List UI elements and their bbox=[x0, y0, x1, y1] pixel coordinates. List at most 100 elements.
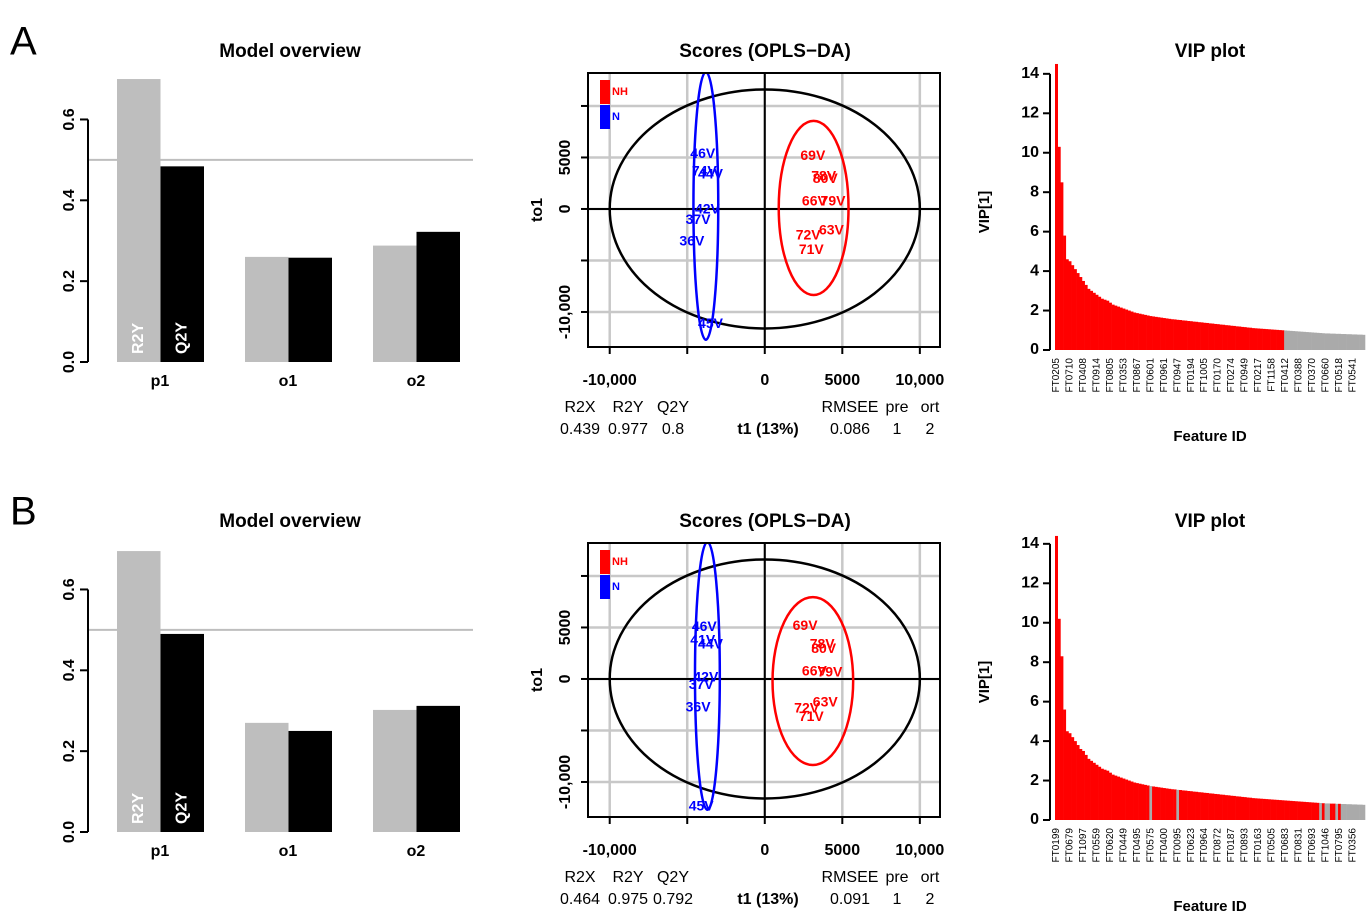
bar bbox=[1181, 790, 1185, 820]
x-tick-label: FT0370 bbox=[1307, 358, 1318, 393]
bar bbox=[1055, 535, 1058, 820]
point-label: 46V bbox=[690, 145, 716, 161]
point-label: 69V bbox=[800, 147, 826, 163]
bar bbox=[1192, 791, 1196, 820]
y-tick-label: 6 bbox=[1030, 223, 1039, 240]
x-axis-title: t1 (13%) bbox=[737, 891, 798, 908]
stat-value: 2 bbox=[926, 421, 935, 438]
legend-swatch bbox=[600, 80, 610, 104]
point-label: 63V bbox=[819, 221, 845, 237]
chart-title: Model overview bbox=[219, 41, 361, 62]
x-tick-label: FT0163 bbox=[1253, 828, 1264, 863]
bar bbox=[1168, 318, 1172, 350]
point-label: 36V bbox=[679, 233, 705, 249]
chart-title: Scores (OPLS−DA) bbox=[679, 41, 851, 62]
x-tick-label: FT0541 bbox=[1348, 358, 1359, 393]
bar bbox=[1170, 319, 1174, 350]
x-tick-label: FT0623 bbox=[1186, 828, 1197, 863]
bar bbox=[1090, 760, 1094, 820]
bar bbox=[1203, 322, 1207, 350]
bar bbox=[1087, 288, 1091, 350]
stat-label: pre bbox=[885, 399, 908, 416]
bar bbox=[117, 551, 161, 832]
bar bbox=[1335, 803, 1339, 820]
bar bbox=[1100, 298, 1104, 350]
bar bbox=[1254, 798, 1258, 820]
bar bbox=[1227, 795, 1231, 820]
bar bbox=[1170, 789, 1174, 820]
bar bbox=[1219, 324, 1223, 350]
bar bbox=[1197, 792, 1201, 820]
bar bbox=[1162, 318, 1166, 350]
bar bbox=[1294, 331, 1298, 350]
ellipse bbox=[608, 88, 922, 330]
bar bbox=[1327, 333, 1331, 350]
bar bbox=[1211, 793, 1215, 820]
bar bbox=[1305, 802, 1309, 820]
bar bbox=[1146, 785, 1150, 820]
bar bbox=[1092, 762, 1096, 820]
x-tick-label: FT0660 bbox=[1321, 358, 1332, 393]
bar bbox=[1235, 326, 1239, 350]
bar bbox=[1278, 800, 1282, 820]
point-label: 45V bbox=[698, 315, 724, 331]
bar bbox=[1141, 784, 1145, 820]
bar bbox=[245, 722, 289, 832]
bar bbox=[1127, 310, 1131, 350]
ellipse bbox=[777, 119, 850, 297]
bar bbox=[1340, 804, 1344, 820]
y-tick-label: 0.2 bbox=[61, 270, 78, 292]
bar bbox=[1276, 329, 1280, 350]
y-tick-label: 4 bbox=[1030, 732, 1039, 749]
bar bbox=[1141, 314, 1145, 350]
x-tick-label: FT0505 bbox=[1267, 828, 1278, 863]
stat-label: ort bbox=[921, 399, 940, 416]
bar bbox=[1108, 302, 1112, 350]
legend-swatch bbox=[600, 105, 610, 129]
x-tick-label: FT0867 bbox=[1132, 358, 1143, 393]
bar bbox=[1321, 333, 1325, 350]
x-tick-label: 10,000 bbox=[895, 372, 944, 389]
bar bbox=[1249, 797, 1253, 820]
bar bbox=[1187, 791, 1191, 820]
series-label: Q2Y bbox=[174, 792, 191, 824]
bar bbox=[117, 79, 161, 363]
plot-frame bbox=[587, 542, 941, 818]
bar bbox=[1133, 312, 1137, 350]
point-label: 63V bbox=[813, 693, 839, 709]
y-tick-label: 0.0 bbox=[61, 351, 78, 373]
chart-title: Scores (OPLS−DA) bbox=[679, 511, 851, 532]
bar bbox=[1119, 307, 1123, 350]
bar bbox=[1152, 786, 1156, 820]
bar bbox=[1348, 804, 1352, 820]
bar bbox=[1063, 235, 1067, 350]
bar bbox=[1262, 798, 1266, 820]
bar bbox=[416, 705, 460, 832]
bar bbox=[1321, 803, 1325, 820]
bar bbox=[1292, 801, 1296, 820]
y-tick-label: 10 bbox=[1021, 144, 1039, 161]
stat-value: 0.091 bbox=[830, 891, 870, 908]
bar bbox=[1270, 799, 1274, 820]
stat-value: 0.792 bbox=[653, 891, 693, 908]
y-tick-label: 8 bbox=[1030, 653, 1039, 670]
y-tick-label: 5000 bbox=[557, 140, 574, 176]
x-tick-label: o1 bbox=[279, 843, 298, 860]
stat-label: pre bbox=[885, 869, 908, 886]
bar bbox=[1267, 329, 1271, 350]
bar bbox=[1119, 777, 1123, 820]
bar bbox=[1189, 321, 1193, 350]
stat-label: R2X bbox=[564, 869, 595, 886]
bar bbox=[1173, 789, 1177, 820]
bar bbox=[1273, 329, 1277, 350]
bar bbox=[1224, 325, 1228, 350]
y-tick-label: 0 bbox=[1030, 811, 1039, 828]
point-label: 41V bbox=[690, 632, 716, 648]
bar bbox=[1125, 309, 1129, 350]
y-tick-label: 14 bbox=[1021, 535, 1039, 552]
bar bbox=[1335, 333, 1339, 350]
plot-frame bbox=[587, 72, 941, 348]
bar bbox=[1259, 798, 1263, 820]
bar bbox=[1130, 311, 1134, 350]
